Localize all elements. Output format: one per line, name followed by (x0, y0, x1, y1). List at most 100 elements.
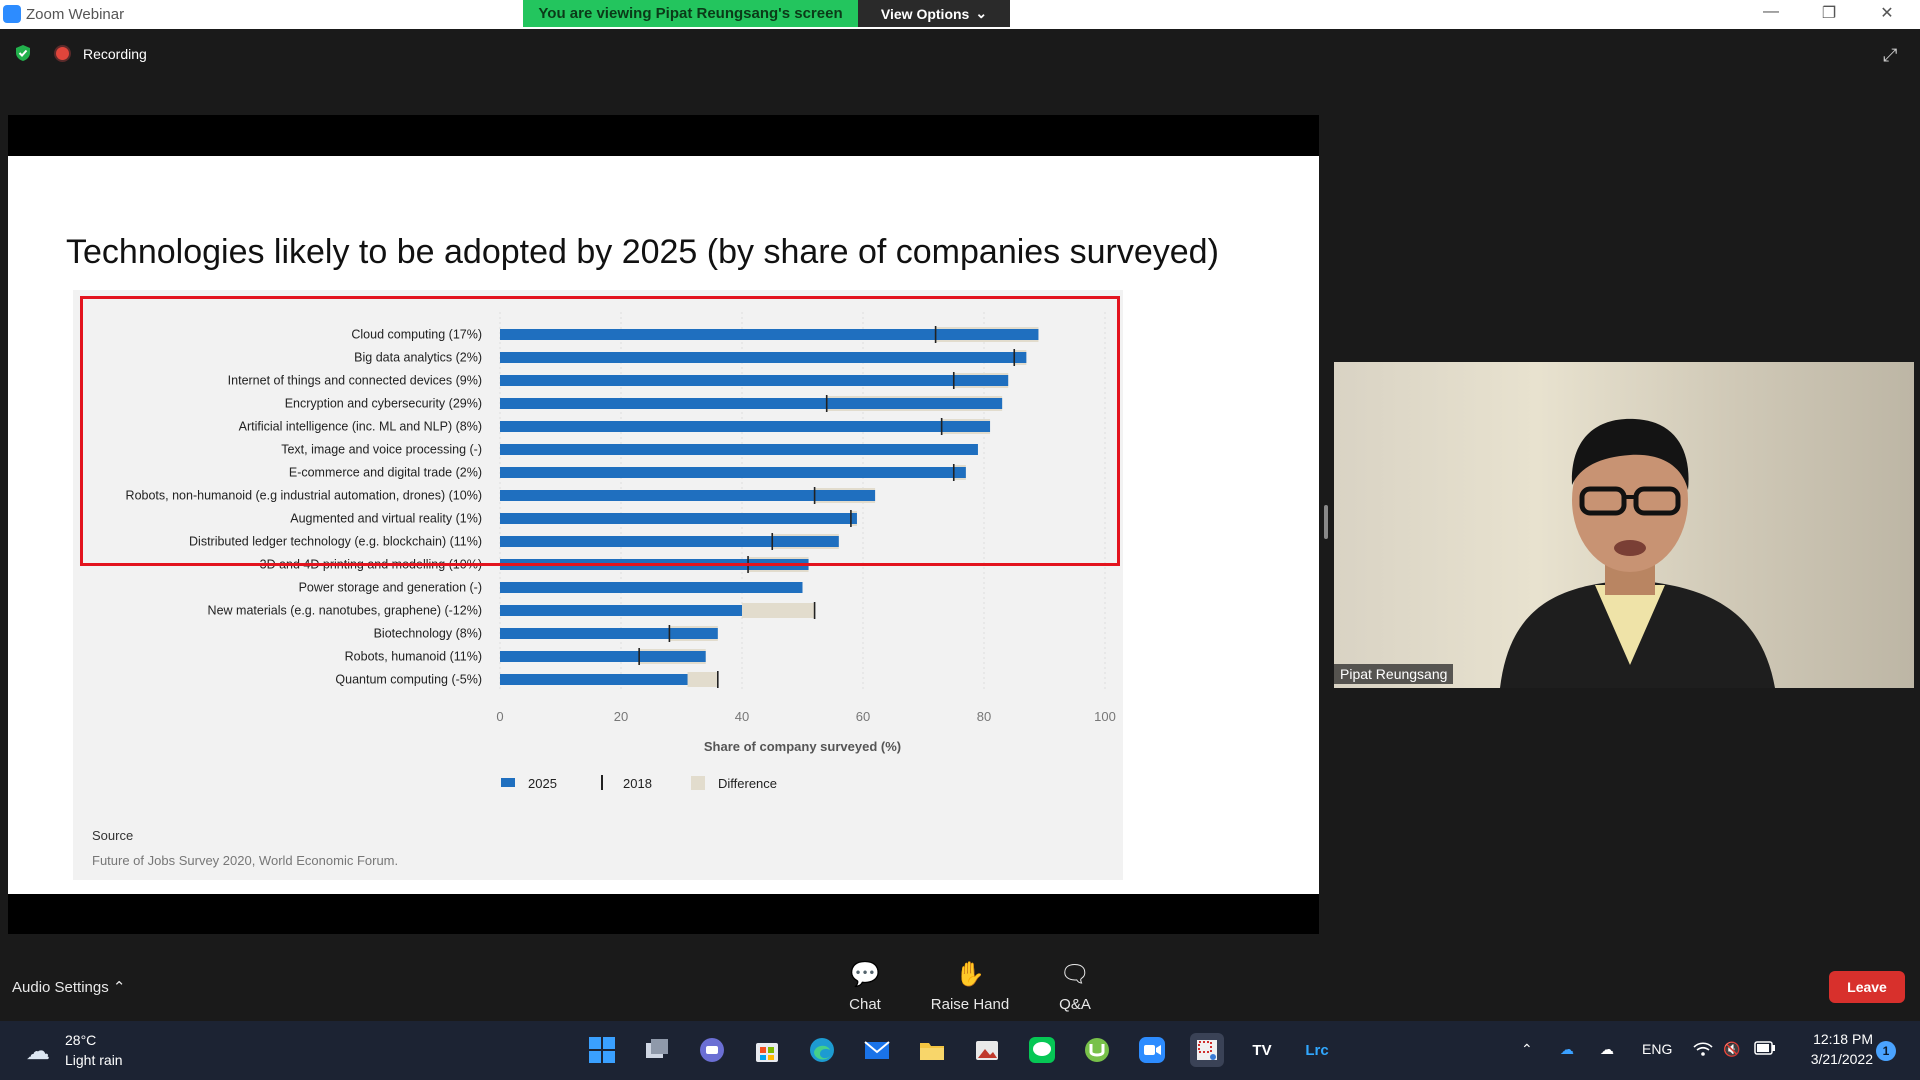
legend-swatch-difference (691, 776, 705, 790)
qa-bubbles-icon: 🗨 (1059, 961, 1091, 988)
bar-2025 (500, 605, 742, 616)
category-label: Cloud computing (17%) (351, 328, 482, 342)
highlight-box (80, 296, 1120, 566)
clock-date[interactable]: 3/21/2022 (1810, 1051, 1873, 1067)
x-tick-label: 60 (856, 709, 870, 724)
utorrent-icon[interactable] (1080, 1033, 1114, 1067)
onedrive-sync-icon[interactable]: ☁ (1560, 1041, 1574, 1057)
source-label: Source (92, 828, 134, 843)
qa-label: Q&A (1059, 996, 1091, 1013)
bar-2025 (500, 651, 706, 662)
security-shield-icon[interactable] (14, 44, 32, 62)
chat-label: Chat (849, 996, 881, 1013)
line-app-icon[interactable] (1025, 1033, 1059, 1067)
x-tick-label: 40 (735, 709, 749, 724)
category-label: Distributed ledger technology (e.g. bloc… (189, 535, 482, 549)
zoom-logo-icon (3, 5, 21, 23)
chevron-up-icon: ⌃ (112, 979, 126, 996)
qa-button[interactable]: 🗨 Q&A (1030, 960, 1120, 1013)
slide-title: Technologies likely to be adopted by 202… (66, 233, 1219, 271)
category-label: Power storage and generation (-) (299, 581, 482, 595)
bar-2025 (500, 398, 1003, 409)
category-label: E-commerce and digital trade (2%) (289, 466, 482, 480)
legend-label: 2018 (623, 776, 652, 790)
raise-hand-label: Raise Hand (930, 996, 1010, 1013)
tradingview-icon[interactable]: TV (1252, 1041, 1272, 1059)
onedrive-cloud-icon[interactable]: ☁ (1600, 1041, 1614, 1057)
fullscreen-expand-icon[interactable]: ⤢ (1883, 45, 1898, 65)
category-label: Artificial intelligence (inc. ML and NLP… (239, 420, 482, 434)
bar-2025 (500, 490, 876, 501)
mail-icon[interactable] (860, 1033, 894, 1067)
bar-2025 (500, 628, 718, 639)
input-language[interactable]: ENG (1642, 1041, 1673, 1057)
legend-label: Difference (718, 776, 777, 790)
lightroom-classic-icon[interactable]: Lrc (1305, 1041, 1329, 1059)
microsoft-store-icon[interactable] (750, 1033, 784, 1067)
difference-bar (687, 672, 718, 687)
view-options-button[interactable]: View Options ⌄ (858, 0, 1010, 27)
edge-browser-icon[interactable] (805, 1033, 839, 1067)
speaker-avatar (1500, 418, 1775, 688)
windows-start-icon[interactable] (585, 1033, 619, 1067)
wifi-icon[interactable] (1693, 1041, 1713, 1060)
category-label: Robots, non-humanoid (e.g industrial aut… (126, 489, 482, 503)
audio-settings-button[interactable]: Audio Settings ⌃ (12, 978, 125, 996)
category-label: Big data analytics (2%) (354, 351, 482, 365)
category-label: Text, image and voice processing (-) (281, 443, 482, 457)
recording-indicator-icon (56, 47, 69, 60)
legend-swatch-2025 (501, 778, 515, 787)
bar-2025 (500, 329, 1039, 340)
participant-name: Pipat Reungsang (1334, 664, 1454, 684)
hand-icon: ✋ (955, 961, 985, 988)
recording-label: Recording (83, 46, 147, 62)
category-label: Internet of things and connected devices… (228, 374, 482, 388)
snipping-tool-icon[interactable] (1190, 1033, 1224, 1067)
bar-chart: 0 20 40 60 80 100 Cloud computing (17%) Big dat… (126, 312, 1116, 790)
bar-2025 (500, 444, 978, 455)
weather-rain-cloud-icon[interactable]: ☁ (26, 1038, 50, 1065)
audio-settings-label: Audio Settings (12, 979, 109, 996)
zoom-app-icon[interactable] (1135, 1033, 1169, 1067)
windows-taskbar (0, 1021, 1920, 1080)
raise-hand-button[interactable]: ✋ Raise Hand (925, 960, 1015, 1013)
bar-2025 (500, 352, 1027, 363)
show-hidden-icons-chevron-icon[interactable]: ⌃ (1521, 1041, 1533, 1057)
photos-icon[interactable] (970, 1033, 1004, 1067)
x-axis-title: Share of company surveyed (%) (704, 739, 901, 754)
leave-button[interactable]: Leave (1829, 971, 1905, 1003)
viewing-screen-banner: You are viewing Pipat Reungsang's screen (523, 0, 858, 27)
bar-2025 (500, 513, 857, 524)
bar-2025 (500, 421, 991, 432)
bar-2025 (500, 582, 803, 593)
panel-resize-handle[interactable] (1324, 505, 1328, 539)
bar-2025 (500, 467, 966, 478)
category-label: Robots, humanoid (11%) (345, 650, 482, 664)
clock-time[interactable]: 12:18 PM (1813, 1031, 1873, 1047)
weather-temperature[interactable]: 28°C (65, 1032, 97, 1048)
battery-charging-icon[interactable] (1754, 1041, 1776, 1058)
teams-chat-icon[interactable] (695, 1033, 729, 1067)
restore-icon[interactable]: ❐ (1821, 5, 1837, 22)
view-options-label: View Options (880, 5, 970, 22)
category-label: Encryption and cybersecurity (29%) (285, 397, 482, 411)
category-label: Biotechnology (8%) (374, 627, 482, 641)
category-label: Augmented and virtual reality (1%) (290, 512, 482, 526)
speaker-muted-icon[interactable]: 🔇 (1723, 1041, 1741, 1057)
x-tick-label: 0 (496, 709, 503, 724)
task-view-icon[interactable] (640, 1033, 674, 1067)
source-text: Future of Jobs Survey 2020, World Econom… (92, 853, 399, 868)
notification-badge[interactable]: 1 (1876, 1041, 1896, 1061)
bar-2025 (500, 536, 839, 547)
close-icon[interactable]: ✕ (1880, 5, 1894, 22)
bar-2025 (500, 375, 1009, 386)
x-tick-label: 100 (1094, 709, 1116, 724)
file-explorer-icon[interactable] (915, 1033, 949, 1067)
chat-bubble-icon: 💬 (850, 961, 880, 988)
minimize-icon[interactable]: — (1763, 3, 1779, 20)
chat-button[interactable]: 💬 Chat (820, 960, 910, 1013)
app-title: Zoom Webinar (26, 6, 125, 23)
category-label: Quantum computing (-5%) (335, 673, 482, 687)
category-label: New materials (e.g. nanotubes, graphene)… (208, 604, 482, 618)
weather-description[interactable]: Light rain (65, 1052, 123, 1068)
